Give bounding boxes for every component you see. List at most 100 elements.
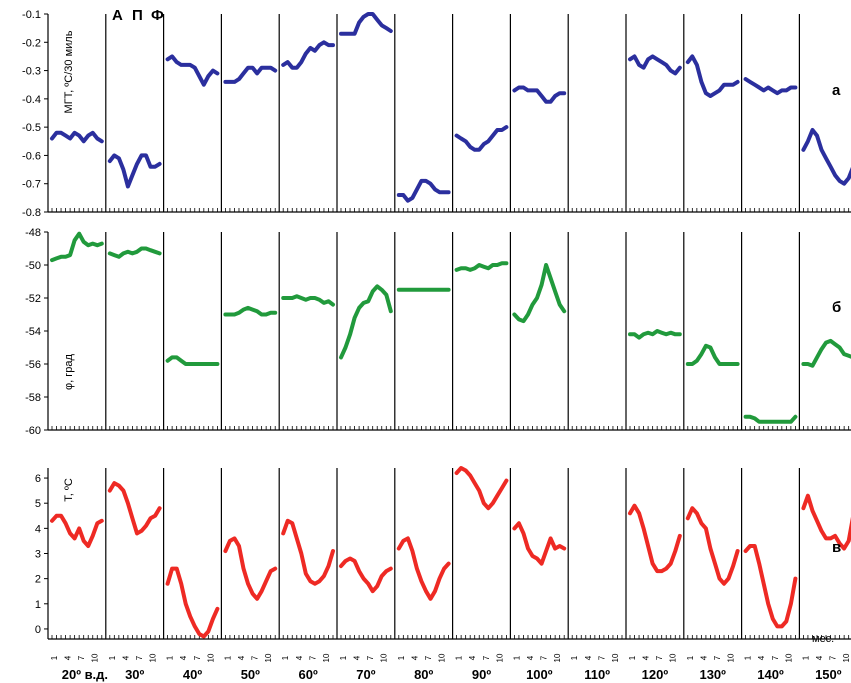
panel-2-series-1 bbox=[110, 483, 160, 533]
month-tick-label-5-0: 1 bbox=[339, 655, 348, 660]
panel-1-ytick-label-6: -60 bbox=[25, 425, 41, 437]
panel-0-ytick-label-6: -0.7 bbox=[22, 179, 41, 191]
month-tick-label-2-0: 1 bbox=[166, 655, 175, 660]
month-tick-label-0-3: 10 bbox=[91, 653, 100, 662]
panel-2-series-6 bbox=[399, 538, 449, 598]
month-tick-label-2-1: 4 bbox=[179, 655, 188, 660]
panel-2-letter: в bbox=[832, 539, 841, 556]
month-tick-label-9-3: 10 bbox=[611, 653, 620, 662]
month-tick-label-8-3: 10 bbox=[553, 653, 562, 662]
month-tick-label-8-1: 4 bbox=[526, 655, 535, 660]
panel-2-series-13 bbox=[803, 496, 851, 549]
panel-0-series-12 bbox=[746, 79, 796, 93]
month-tick-label-4-0: 1 bbox=[281, 655, 290, 660]
month-tick-label-4-3: 10 bbox=[322, 653, 331, 662]
month-tick-label-6-1: 4 bbox=[410, 655, 419, 660]
panel-0: -0.1 -0.2 -0.3 -0.4 -0.5 -0.6 -0.7 -0.8 а МГТ, ºС… bbox=[22, 9, 851, 219]
longitude-label-2: 40º bbox=[183, 667, 202, 682]
panel-2-series-2 bbox=[168, 569, 218, 637]
month-tick-label-13-2: 7 bbox=[829, 655, 838, 660]
panel-1-series-4 bbox=[283, 296, 333, 304]
month-tick-label-8-0: 1 bbox=[512, 655, 521, 660]
panel-0-series-13 bbox=[803, 130, 851, 184]
panel-2-ytick-label-4: 4 bbox=[35, 523, 41, 535]
panel-1-series-0 bbox=[52, 234, 102, 260]
longitude-label-6: 80º bbox=[414, 667, 433, 682]
panel-0-series-8 bbox=[514, 88, 564, 102]
panel-2-ytick-label-5: 5 bbox=[35, 498, 41, 510]
panel-0-letter: а bbox=[832, 82, 841, 99]
month-tick-label-3-2: 7 bbox=[251, 655, 260, 660]
panel-2-series-7 bbox=[457, 468, 507, 508]
panel-2-ytick-label-0: 0 bbox=[35, 624, 41, 636]
panel-1-series-8 bbox=[514, 265, 564, 321]
panel-1-series-2 bbox=[168, 357, 218, 364]
panel-0-series-5 bbox=[341, 14, 391, 34]
month-tick-label-0-0: 1 bbox=[50, 655, 59, 660]
longitude-label-10: 120º bbox=[642, 667, 669, 682]
month-tick-label-3-1: 4 bbox=[237, 655, 246, 660]
longitude-label-12: 140º bbox=[757, 667, 784, 682]
month-tick-label-0-2: 7 bbox=[77, 655, 86, 660]
month-tick-label-11-3: 10 bbox=[727, 653, 736, 662]
panel-0-series-4 bbox=[283, 42, 333, 67]
month-tick-label-13-3: 10 bbox=[842, 653, 851, 662]
month-tick-label-6-0: 1 bbox=[397, 655, 406, 660]
panel-2-series-11 bbox=[688, 508, 738, 584]
panel-2-ytick-label-2: 2 bbox=[35, 574, 41, 586]
panel-0-ytick-label-1: -0.2 bbox=[22, 37, 41, 49]
month-tick-label-8-2: 7 bbox=[540, 655, 549, 660]
panel-2-series-4 bbox=[283, 521, 333, 584]
panel-1-series-1 bbox=[110, 249, 160, 257]
panel-2-series-12 bbox=[746, 546, 796, 626]
month-tick-label-12-1: 4 bbox=[757, 655, 766, 660]
month-tick-label-5-1: 4 bbox=[353, 655, 362, 660]
panel-2-ytick-label-3: 3 bbox=[35, 549, 41, 561]
month-tick-label-7-2: 7 bbox=[482, 655, 491, 660]
month-tick-label-13-0: 1 bbox=[801, 655, 810, 660]
month-tick-label-11-1: 4 bbox=[699, 655, 708, 660]
month-tick-label-10-3: 10 bbox=[669, 653, 678, 662]
month-tick-label-12-0: 1 bbox=[744, 655, 753, 660]
panel-0-series-10 bbox=[630, 56, 680, 73]
month-tick-label-7-1: 4 bbox=[468, 655, 477, 660]
panel-1-ytick-label-1: -50 bbox=[25, 260, 41, 272]
month-tick-label-10-0: 1 bbox=[628, 655, 637, 660]
panel-0-ytick-label-7: -0.8 bbox=[22, 207, 41, 219]
month-tick-label-1-0: 1 bbox=[108, 655, 117, 660]
month-tick-label-6-2: 7 bbox=[424, 655, 433, 660]
panel-1-ytick-label-5: -58 bbox=[25, 392, 41, 404]
longitude-label-13: 150º bbox=[815, 667, 842, 682]
month-tick-label-7-0: 1 bbox=[455, 655, 464, 660]
month-tick-label-9-2: 7 bbox=[597, 655, 606, 660]
month-tick-label-10-1: 4 bbox=[642, 655, 651, 660]
month-tick-label-10-2: 7 bbox=[655, 655, 664, 660]
panel-1-series-7 bbox=[457, 263, 507, 270]
longitude-label-8: 100º bbox=[526, 667, 553, 682]
longitude-label-1: 30º bbox=[125, 667, 144, 682]
month-tick-label-4-2: 7 bbox=[308, 655, 317, 660]
month-tick-label-12-2: 7 bbox=[771, 655, 780, 660]
month-tick-label-4-1: 4 bbox=[295, 655, 304, 660]
panel-2-series-8 bbox=[514, 523, 564, 563]
panel-0-series-6 bbox=[399, 181, 449, 201]
panel-2-series-3 bbox=[225, 538, 275, 598]
panel-0-ytick-label-3: -0.4 bbox=[22, 94, 41, 106]
panel-1-ytick-label-3: -54 bbox=[25, 326, 41, 338]
panel-2-ytick-label-1: 1 bbox=[35, 599, 41, 611]
panel-1-letter: б bbox=[832, 299, 841, 316]
header-group: А П Ф bbox=[112, 7, 164, 24]
month-tick-label-5-2: 7 bbox=[366, 655, 375, 660]
header-label-1: П bbox=[132, 7, 143, 24]
panel-1-series-13 bbox=[803, 341, 851, 366]
panel-0-ytick-label-0: -0.1 bbox=[22, 9, 41, 21]
month-tick-label-3-0: 1 bbox=[223, 655, 232, 660]
panel-1: -48 -50 -52 -54 -56 -58 -60 б φ, град bbox=[25, 227, 851, 437]
month-tick-label-5-3: 10 bbox=[380, 653, 389, 662]
month-tick-label-9-0: 1 bbox=[570, 655, 579, 660]
month-tick-label-0-1: 4 bbox=[64, 655, 73, 660]
month-tick-label-12-3: 10 bbox=[784, 653, 793, 662]
panel-0-ytick-label-5: -0.6 bbox=[22, 150, 41, 162]
panel-2: 0 1 2 3 4 5 6 в T, ºС bbox=[35, 468, 851, 639]
